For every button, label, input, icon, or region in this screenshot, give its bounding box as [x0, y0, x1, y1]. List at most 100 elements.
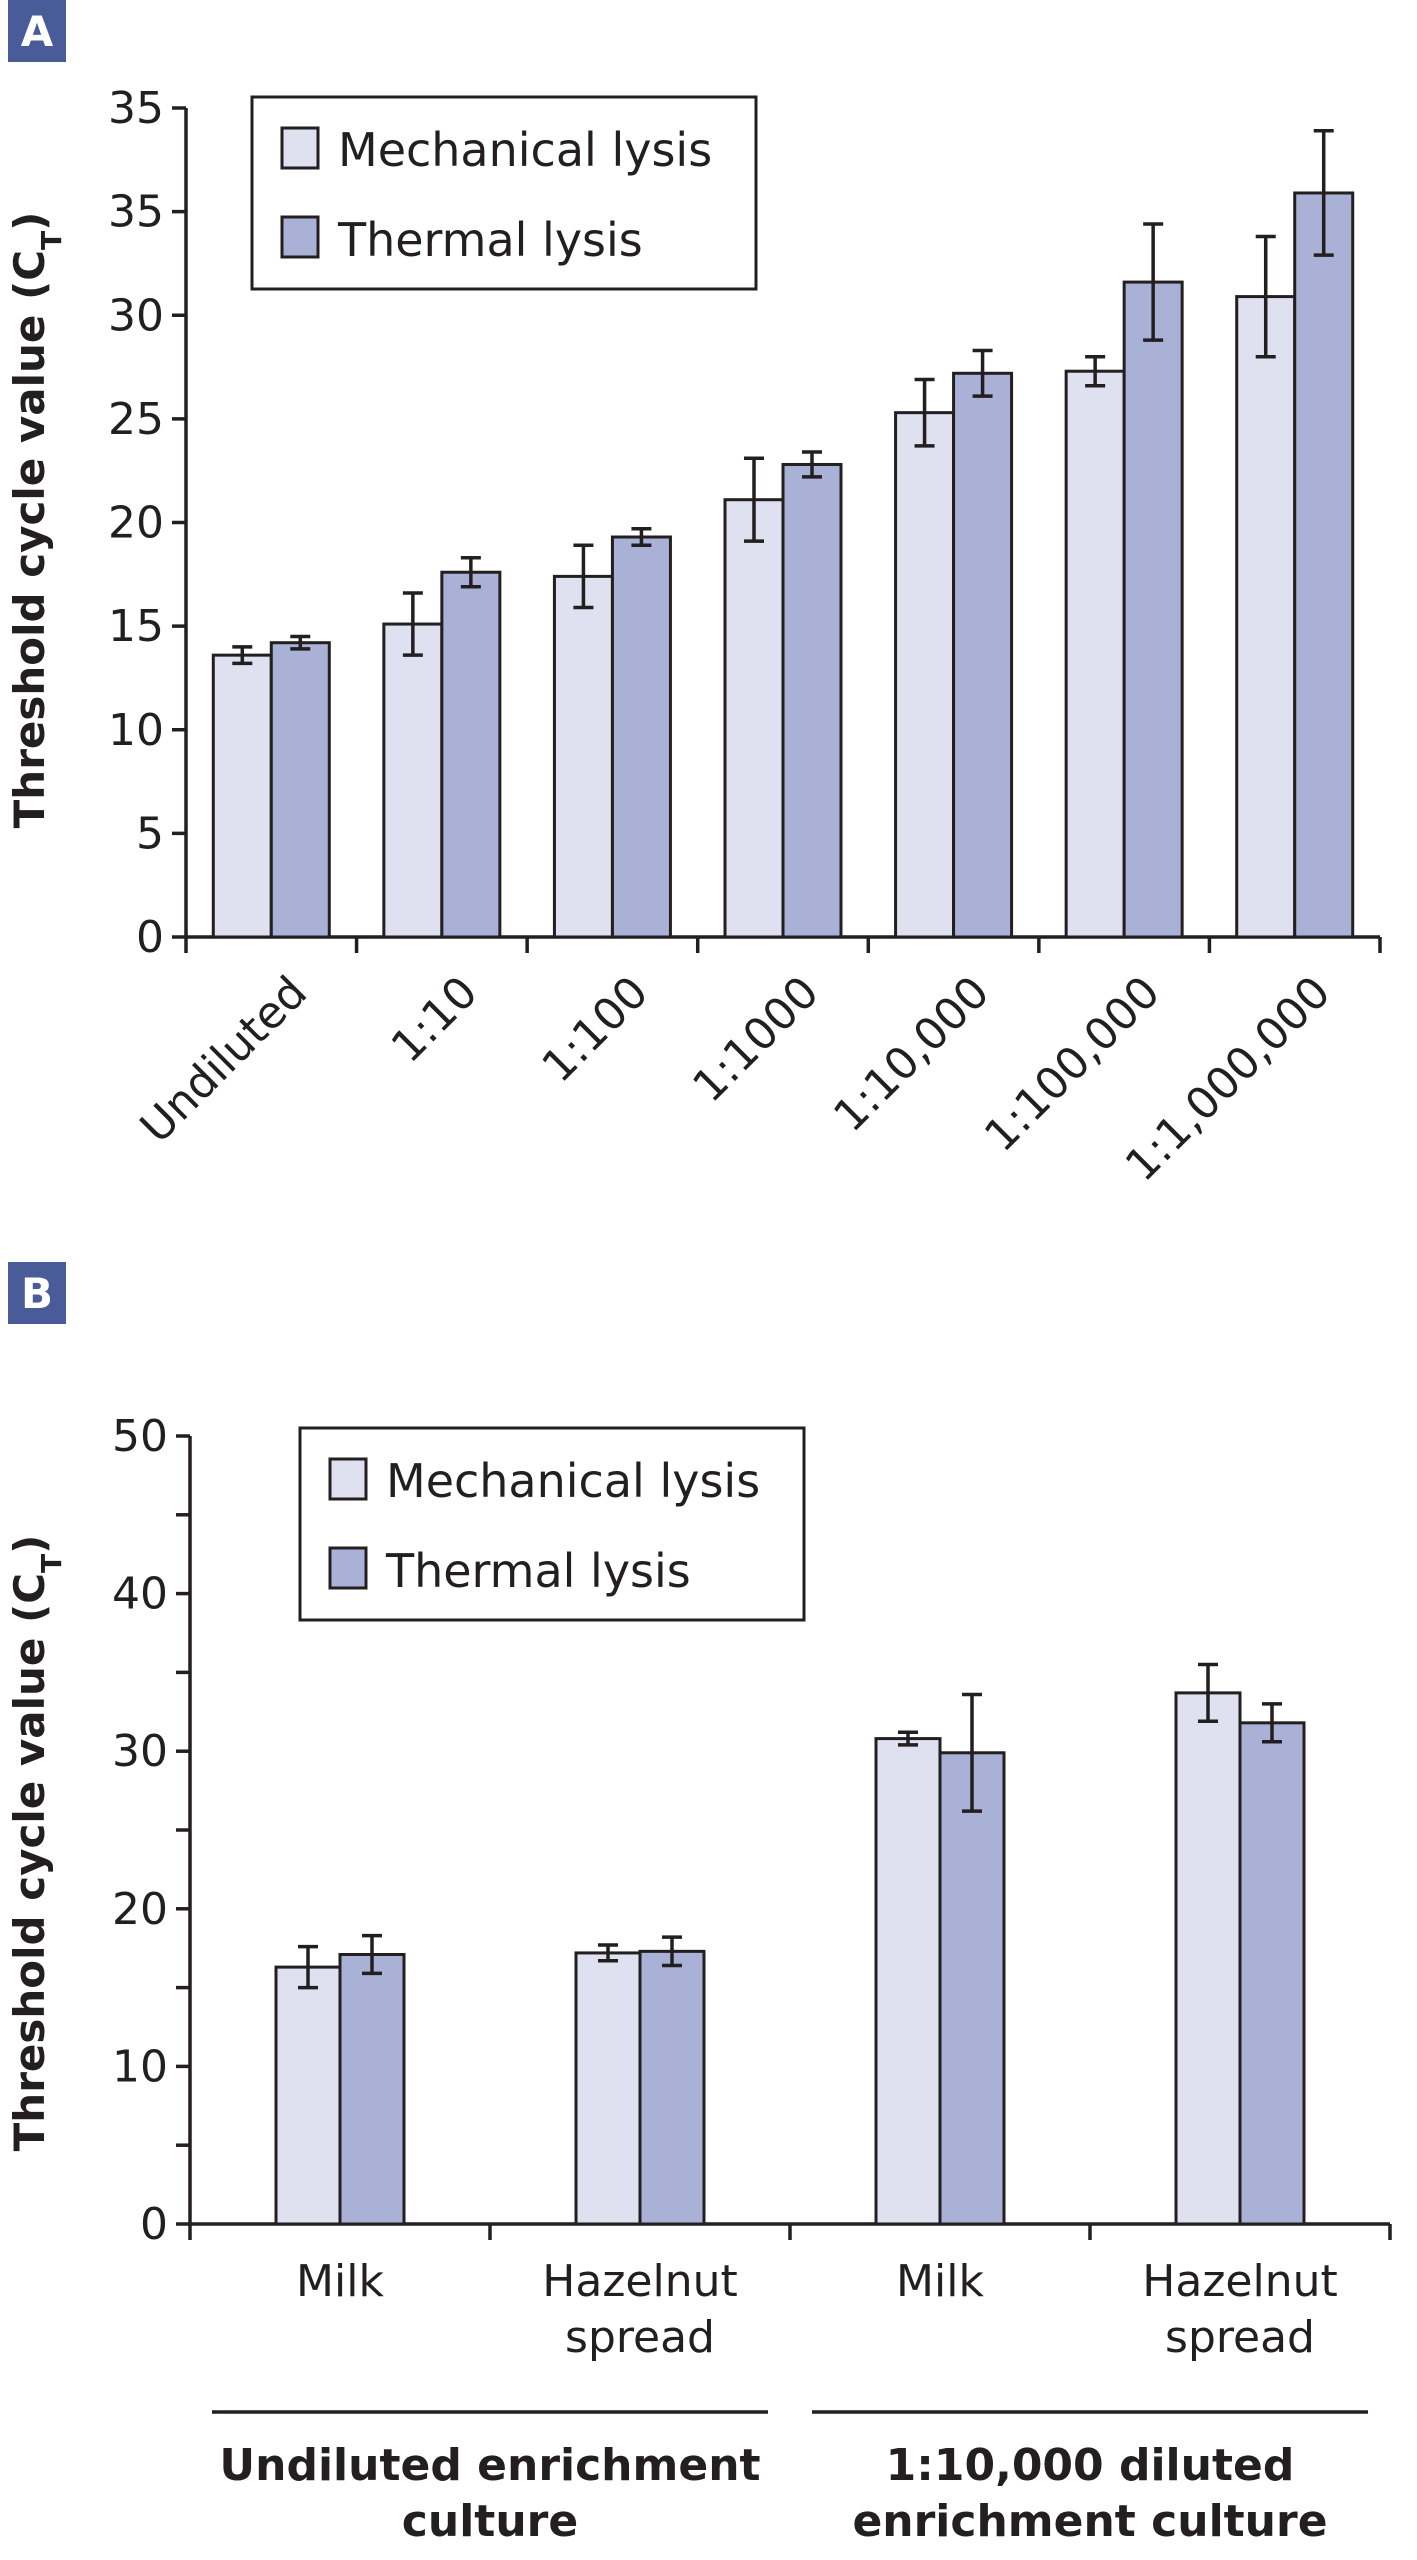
a-x-tick-label: Undiluted [131, 967, 317, 1153]
b-error-bar [962, 1692, 982, 1813]
panel-a-y-axis: 0 5 10 15 20 25 30 35 35 [108, 83, 188, 963]
b-y-tick-label: 20 [112, 1884, 168, 1935]
b-x-tick-label: Hazelnut [1142, 2256, 1337, 2307]
b-bar-thermal [1238, 1721, 1306, 2226]
a-error-bar [1143, 222, 1164, 342]
a-error-bar [802, 450, 822, 479]
panel-a-chart: A Threshold cycle value (CT) 0 5 10 15 20 25 3… [5, 0, 1382, 1192]
a-y-tick-label: 35 [108, 83, 164, 134]
a-bar-thermal [440, 570, 502, 939]
b-error-bar [598, 1943, 618, 1963]
panel-b-legend-swatch-thermal [328, 1546, 368, 1590]
a-error-bar [1085, 354, 1106, 388]
b-group-label: 1:10,000 diluted [886, 2440, 1295, 2491]
a-error-bar [573, 543, 594, 610]
a-error-bar [972, 348, 993, 398]
a-bar-mechanical [382, 622, 444, 939]
a-bar-thermal [269, 641, 331, 939]
a-error-bar [460, 555, 481, 589]
a-y-tick-label: 5 [136, 808, 164, 859]
b-y-tick-label: 40 [112, 1569, 168, 1620]
a-error-bar [914, 377, 935, 448]
panel-b-legend: Mechanical lysis Thermal lysis [298, 1426, 806, 1622]
a-error-bar [232, 645, 253, 666]
panel-b-bars [274, 1662, 1306, 2226]
b-bar-thermal [938, 1751, 1006, 2226]
a-error-bar [1313, 129, 1334, 257]
a-bar-mechanical [894, 411, 956, 939]
b-x-tick-label: spread [565, 2312, 715, 2363]
a-error-bar [402, 591, 423, 657]
a-x-tick-label: 1:10 [382, 967, 488, 1073]
a-y-tick-label: 20 [108, 498, 164, 549]
a-bar-thermal [952, 371, 1014, 939]
a-bar-thermal [1122, 280, 1184, 939]
panel-b-x-axis [188, 2222, 1392, 2240]
b-y-tick-label: 30 [112, 1726, 168, 1777]
panel-b-y-axis-label: Threshold cycle value (CT) [5, 1535, 68, 2152]
a-error-bar [631, 526, 652, 548]
panel-b-chart: B Threshold cycle value (CT) 0 10 20 30 40 50… [5, 1262, 1392, 2547]
a-error-bar [744, 456, 764, 543]
a-bar-mechanical [1064, 369, 1126, 939]
panel-a-legend-swatch-thermal [280, 215, 320, 259]
b-error-bar [1262, 1702, 1282, 1744]
panel-b-legend-label-mechanical: Mechanical lysis [386, 1454, 760, 1508]
b-bar-thermal [338, 1953, 406, 2226]
b-bar-thermal [638, 1949, 706, 2226]
b-bar-mechanical [274, 1965, 342, 2226]
a-bar-mechanical [723, 498, 785, 939]
panel-a-legend-box [250, 95, 758, 291]
panel-a-legend-label-thermal: Thermal lysis [337, 213, 643, 267]
b-bar-mechanical [1174, 1691, 1242, 2226]
panel-b-y-axis: 0 10 20 30 40 50 [112, 1411, 192, 2250]
b-bar-mechanical [574, 1951, 642, 2226]
panel-a-legend: Mechanical lysis Thermal lysis [250, 95, 758, 291]
b-error-bar [298, 1944, 318, 1990]
a-bar-thermal [781, 462, 843, 939]
panel-a-legend-swatch-mechanical [280, 126, 320, 170]
b-group-label: culture [402, 2496, 578, 2547]
b-bar-mechanical [874, 1737, 942, 2226]
a-y-tick-label: 35 [108, 187, 164, 238]
b-error-bar [662, 1935, 682, 1968]
a-error-bar [1255, 234, 1276, 359]
panel-a-label-box [8, 0, 66, 62]
a-bar-thermal [1293, 191, 1355, 939]
b-x-tick-label: Milk [296, 2256, 384, 2307]
b-x-tick-label: Milk [896, 2256, 984, 2307]
b-x-tick-label: spread [1165, 2312, 1315, 2363]
b-y-tick-label: 0 [140, 2199, 168, 2250]
b-error-bar [898, 1730, 918, 1747]
a-x-tick-label: 1:100 [532, 967, 658, 1093]
panel-a-x-axis [184, 935, 1382, 953]
panel-a-y-axis-label: Threshold cycle value (CT) [5, 212, 68, 829]
a-bar-mechanical [552, 574, 614, 939]
a-x-tick-label: 1:1000 [683, 967, 829, 1113]
a-bar-mechanical [1235, 295, 1297, 939]
panel-b-legend-swatch-mechanical [328, 1457, 368, 1501]
panel-b-legend-box [298, 1426, 806, 1622]
b-y-tick-label: 10 [112, 2041, 168, 2092]
panel-a-label: A [21, 7, 54, 56]
a-y-tick-label: 10 [108, 705, 164, 756]
a-bar-mechanical [211, 653, 273, 939]
b-group-label: Undiluted enrichment [219, 2440, 760, 2491]
a-x-tick-label: 1:10,000 [824, 967, 999, 1142]
a-y-tick-label: 30 [108, 290, 164, 341]
b-x-tick-label: Hazelnut [542, 2256, 737, 2307]
panel-a-x-tick-labels: Undiluted 1:10 1:100 1:10001:10,0001:100,00… [131, 967, 1341, 1192]
b-error-bar [1198, 1662, 1218, 1724]
panel-b-legend-label-thermal: Thermal lysis [385, 1544, 691, 1598]
panel-b-label: B [21, 1269, 53, 1318]
a-bar-thermal [610, 535, 672, 939]
panel-a-legend-label-mechanical: Mechanical lysis [338, 123, 712, 177]
panel-a-bars [211, 129, 1355, 939]
b-error-bar [362, 1933, 382, 1976]
a-y-tick-label: 0 [136, 912, 164, 963]
panel-b-label-box [8, 1262, 66, 1324]
a-y-tick-label: 25 [108, 394, 164, 445]
